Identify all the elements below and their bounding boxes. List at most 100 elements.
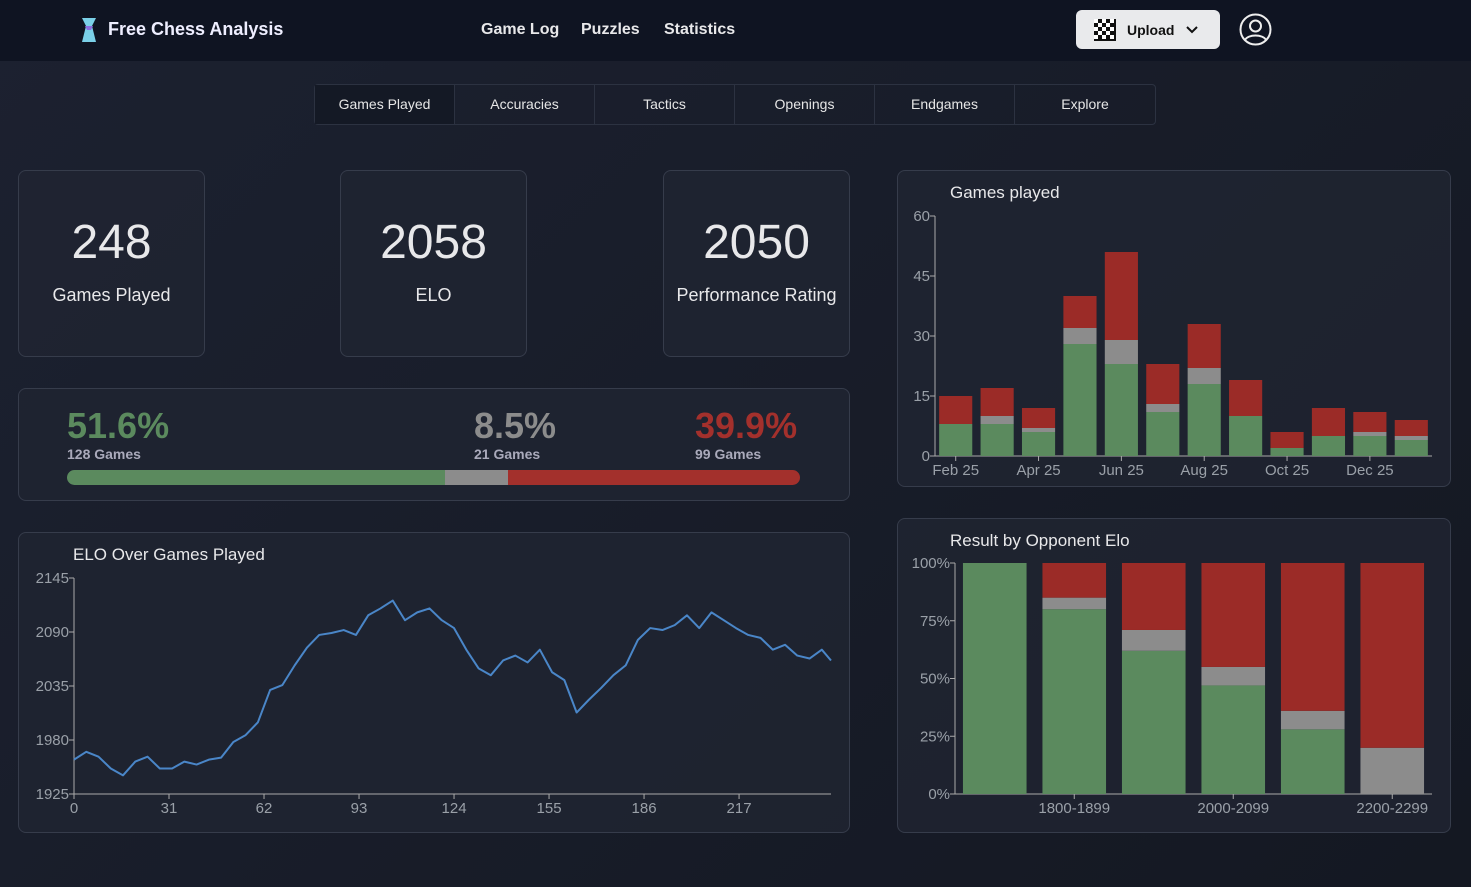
x-tick-label: Aug 25	[1180, 462, 1228, 479]
tab[interactable]: Openings	[735, 85, 875, 124]
y-tick-label: 75%	[920, 613, 950, 630]
stat-label: ELO	[415, 285, 452, 305]
bar-segment	[962, 563, 1027, 794]
win-games: 128 Games	[67, 446, 141, 462]
stat-label: Performance Rating	[676, 285, 837, 305]
bar-segment	[1121, 563, 1186, 630]
x-tick-label: 2000-2099	[1197, 800, 1269, 817]
y-tick-label: 1980	[36, 732, 69, 749]
tab[interactable]: Accuracies	[455, 85, 595, 124]
bar-segment	[1042, 563, 1107, 598]
bar-segment	[980, 424, 1014, 456]
bar-segment	[1394, 420, 1428, 436]
draw-percent: 8.5%	[474, 405, 557, 446]
y-tick-label: 1925	[36, 786, 69, 803]
win-percent: 51.6%	[67, 405, 170, 446]
upload-label: Upload	[1127, 22, 1175, 38]
bar-segment	[1311, 436, 1346, 456]
chart: Games played 0 15 30 45 60 Feb 25 Apr 25 Jun 25 A…	[913, 183, 1432, 479]
result-bar	[67, 470, 800, 485]
nav-link[interactable]: Puzzles	[581, 21, 640, 38]
y-tick-label: 100%	[912, 555, 950, 572]
tab[interactable]: Tactics	[595, 85, 735, 124]
upload-button[interactable]: Upload	[1076, 10, 1220, 49]
loss-games: 99 Games	[695, 446, 762, 462]
bar-segment	[1042, 609, 1107, 794]
bar-segment	[1270, 432, 1304, 448]
bar-segment	[1104, 252, 1138, 340]
bar-segment	[1187, 368, 1221, 384]
x-tick-label: 155	[537, 800, 562, 817]
loss-percent: 39.9%	[695, 405, 798, 446]
x-tick-label: 31	[161, 800, 178, 817]
top-bar: Free Chess Analysis Game Log Puzzles Sta…	[0, 0, 1471, 61]
x-tick-label: 2200-2299	[1356, 800, 1428, 817]
bar-segment	[1270, 448, 1304, 456]
bar-segment	[939, 396, 973, 424]
checker-icon	[1094, 19, 1116, 41]
bar-segment	[1063, 328, 1097, 344]
x-tick-label: 0	[70, 800, 78, 817]
bar-segment	[1146, 364, 1180, 404]
x-tick-label: 186	[632, 800, 657, 817]
x-tick-label: 1800-1899	[1038, 800, 1110, 817]
chevron	[1186, 26, 1198, 34]
bar-segment	[1201, 563, 1266, 667]
bar-segment	[1042, 597, 1107, 610]
x-tick-label: 217	[727, 800, 752, 817]
stat-card: 2058 ELO	[340, 170, 527, 357]
bar-segment	[1187, 384, 1221, 456]
draw-games: 21 Games	[474, 446, 541, 462]
bar-segment	[1353, 432, 1387, 436]
chart: ELO Over Games Played 1925 1980 2035 2090 214…	[36, 545, 832, 817]
chart-card	[18, 532, 850, 833]
result-segment	[445, 470, 508, 485]
bar-segment	[1201, 685, 1266, 794]
y-tick-label: 45	[913, 268, 930, 285]
chart-title: Games played	[950, 183, 1060, 202]
stat-card: 248 Games Played	[18, 170, 205, 357]
avatar[interactable]	[1239, 13, 1272, 46]
result-segment	[67, 470, 446, 485]
bar-segment	[1394, 440, 1428, 456]
bar-segment	[1187, 324, 1221, 368]
bar-segment	[1280, 729, 1345, 794]
x-tick-label: 62	[256, 800, 273, 817]
bar-segment	[1201, 666, 1266, 686]
y-tick-label: 15	[913, 388, 930, 405]
bar-segment	[1146, 412, 1180, 456]
bar-segment	[1360, 747, 1425, 794]
x-tick-label: Jun 25	[1099, 462, 1144, 479]
stat-label: Games Played	[52, 285, 171, 305]
bar-segment	[1121, 650, 1186, 794]
bar-segment	[1021, 432, 1056, 456]
y-tick-label: 2145	[36, 570, 69, 587]
bar-segment	[980, 388, 1014, 416]
stat-card: 2050 Performance Rating	[663, 170, 850, 357]
x-tick-label: Feb 25	[932, 462, 979, 479]
stat-value: 2050	[703, 216, 810, 269]
y-tick-label: 0	[922, 448, 930, 465]
tab[interactable]: Endgames	[875, 85, 1015, 124]
tab[interactable]: Explore	[1061, 96, 1109, 112]
bar-segment	[1311, 408, 1346, 436]
nav-link[interactable]: Statistics	[664, 21, 736, 38]
y-tick-label: 2090	[36, 624, 69, 641]
bar-segment	[1104, 340, 1138, 364]
stat-value: 2058	[380, 216, 487, 269]
tab[interactable]: Games Played	[315, 85, 455, 124]
bar-segment	[1121, 629, 1186, 651]
x-tick-label: 93	[351, 800, 368, 817]
x-tick-label: Oct 25	[1265, 462, 1309, 479]
nav-link[interactable]: Game Log	[481, 21, 560, 38]
x-tick-label: Apr 25	[1016, 462, 1060, 479]
y-tick-label: 50%	[920, 671, 950, 688]
brand[interactable]: Free Chess Analysis	[108, 19, 284, 39]
y-tick-label: 30	[913, 328, 930, 345]
bar-segment	[1353, 436, 1387, 456]
bar-segment	[980, 416, 1014, 424]
chart-title: ELO Over Games Played	[73, 545, 265, 564]
bar-segment	[1063, 344, 1097, 456]
bar-segment	[1280, 563, 1345, 711]
